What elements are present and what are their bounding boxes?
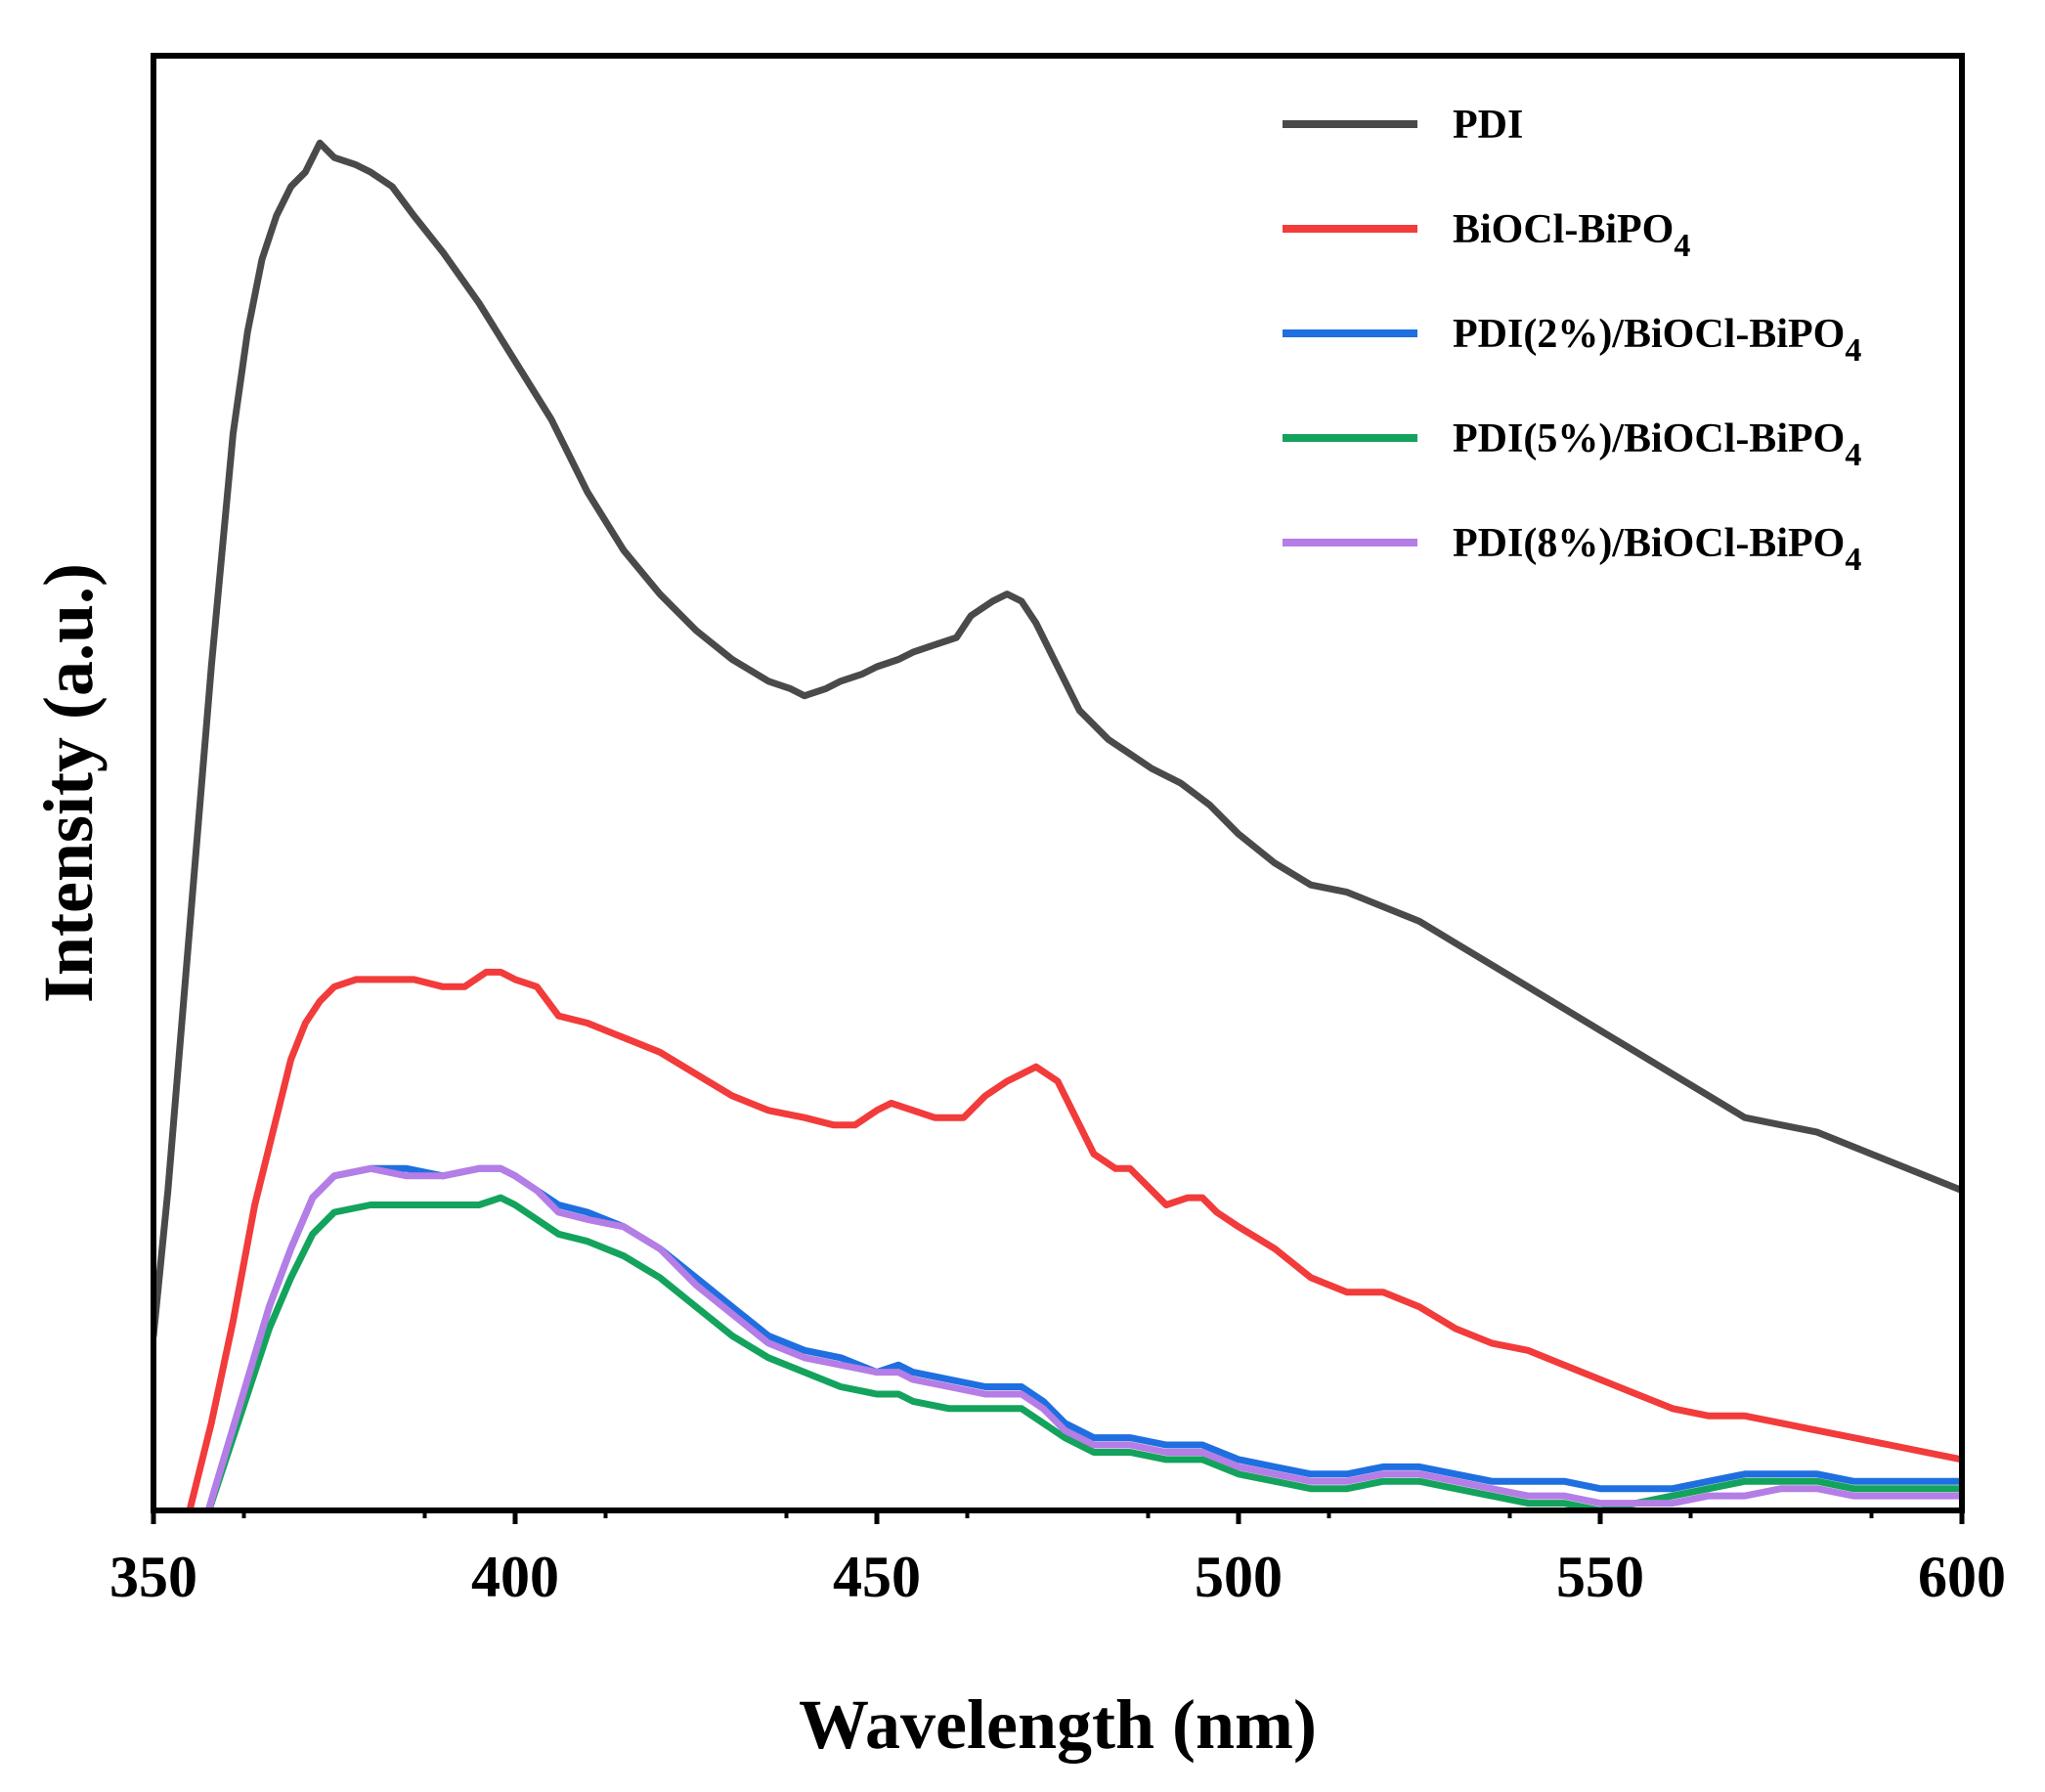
- legend-label-3: PDI(2%)/BiOCl-BiPO4: [1453, 312, 1861, 369]
- plot-frame: [151, 53, 1965, 1513]
- series-line-3: [204, 1164, 1962, 1510]
- x-tick-label: 400: [471, 1545, 559, 1609]
- x-tick-label: 450: [833, 1545, 921, 1609]
- x-axis-ticks: 350 400 450 500 550 600: [109, 1510, 2006, 1609]
- x-tick-label: 600: [1918, 1545, 2006, 1609]
- legend-label-5: PDI(8%)/BiOCl-BiPO4: [1453, 521, 1861, 578]
- y-axis-title: Intensity (a.u.): [29, 563, 108, 1003]
- series-line-1: [153, 139, 1962, 1339]
- legend-label-1: PDI: [1453, 103, 1523, 148]
- series-group: [153, 139, 1962, 1510]
- series-line-2: [186, 968, 1962, 1510]
- legend-label-4: PDI(5%)/BiOCl-BiPO4: [1453, 416, 1861, 473]
- legend: PDI BiOCl-BiPO4 PDI(2%)/BiOCl-BiPO4 PDI(5%)…: [1283, 103, 1861, 578]
- x-tick-label: 550: [1556, 1545, 1644, 1609]
- legend-label-2: BiOCl-BiPO4: [1453, 207, 1690, 264]
- x-axis-title: Wavelength (nm): [799, 1685, 1317, 1764]
- x-tick-label: 500: [1195, 1545, 1283, 1609]
- x-tick-label: 350: [109, 1545, 197, 1609]
- series-line-5: [204, 1164, 1962, 1510]
